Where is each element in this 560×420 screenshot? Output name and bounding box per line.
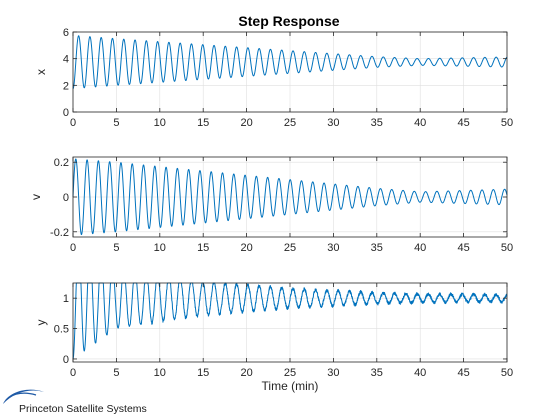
x-tick-label: 20	[240, 367, 252, 379]
y-tick-label: 0	[63, 192, 69, 204]
x-axis-label: Time (min)	[262, 379, 319, 393]
company-logo: Princeton Satellite Systems	[3, 389, 147, 415]
x-tick-label: 5	[113, 242, 119, 254]
x-tick-label: 15	[197, 242, 209, 254]
x-tick-label: 30	[327, 117, 339, 129]
x-tick-label: 0	[70, 117, 76, 129]
x-tick-label: 25	[284, 367, 296, 379]
x-tick-label: 45	[457, 367, 469, 379]
x-tick-label: 35	[371, 367, 383, 379]
y-axis-label: v	[29, 194, 43, 200]
series-line	[72, 158, 508, 236]
y-tick-label: 0.5	[54, 324, 69, 336]
y-tick-label: -0.2	[50, 227, 69, 239]
x-tick-label: 50	[501, 367, 513, 379]
x-tick-label: 20	[240, 242, 252, 254]
y-tick-label: 0	[63, 107, 69, 119]
subplot-y: 0 5 10 15 20 25 30 35 40 45 50 0 0.5 1 y Time (min)	[34, 282, 513, 393]
x-tick-label: 30	[327, 242, 339, 254]
y-tick-label: 0	[63, 354, 69, 366]
x-tick-label: 40	[414, 117, 426, 129]
x-tick-label: 5	[113, 367, 119, 379]
logo-text: Princeton Satellite Systems	[19, 403, 147, 415]
x-tick-label: 5	[113, 117, 119, 129]
x-tick-label: 0	[70, 367, 76, 379]
y-tick-label: 6	[63, 27, 69, 39]
x-tick-label: 25	[284, 117, 296, 129]
x-tick-label: 10	[154, 242, 166, 254]
x-tick-label: 20	[240, 117, 252, 129]
x-tick-label: 10	[154, 117, 166, 129]
x-tick-label: 35	[371, 117, 383, 129]
x-tick-label: 35	[371, 242, 383, 254]
logo-swoosh-icon	[3, 389, 44, 404]
x-tick-label: 40	[414, 242, 426, 254]
y-tick-label: 1	[63, 293, 69, 305]
y-axis-label: x	[34, 69, 48, 75]
chart-title: Step Response	[238, 13, 339, 29]
logo-swoosh-accent-icon	[5, 392, 37, 401]
subplot-v: 0 5 10 15 20 25 30 35 40 45 50-0.200.2v	[29, 156, 513, 254]
y-tick-label: 0.2	[54, 157, 69, 169]
x-tick-label: 45	[457, 242, 469, 254]
x-tick-label: 30	[327, 367, 339, 379]
x-tick-label: 15	[197, 367, 209, 379]
subplot-x: 0 5 10 15 20 25 30 35 40 45 50 0 2 4 6 x	[34, 27, 513, 129]
series-line	[72, 35, 508, 90]
x-tick-label: 40	[414, 367, 426, 379]
x-tick-label: 45	[457, 117, 469, 129]
x-tick-label: 10	[154, 367, 166, 379]
x-tick-label: 50	[501, 242, 513, 254]
y-tick-label: 2	[63, 80, 69, 92]
x-tick-label: 15	[197, 117, 209, 129]
x-tick-label: 25	[284, 242, 296, 254]
x-tick-label: 50	[501, 117, 513, 129]
y-axis-label: y	[34, 320, 48, 326]
y-tick-label: 4	[63, 54, 69, 66]
x-tick-label: 0	[70, 242, 76, 254]
